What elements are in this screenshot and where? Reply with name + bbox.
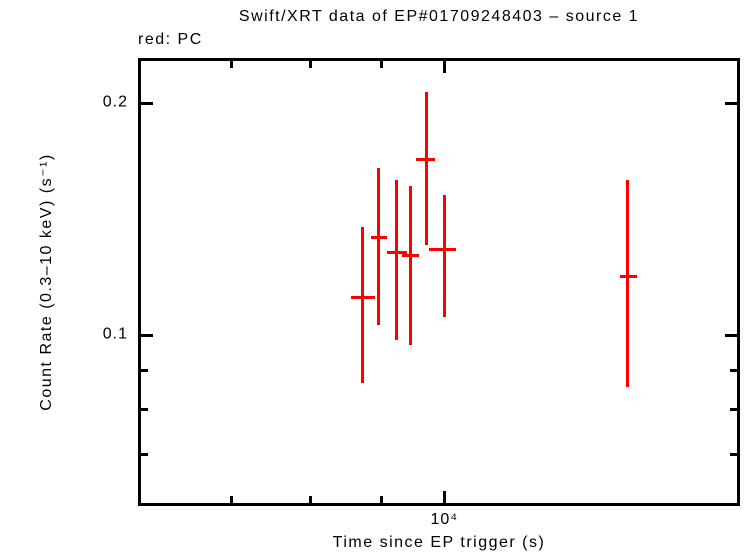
- x-minor-tick: [309, 496, 313, 503]
- y-minor-tick: [141, 452, 148, 456]
- y-major-tick: [141, 101, 153, 105]
- x-tick-label: 10⁴: [430, 511, 459, 528]
- y-major-tick: [141, 333, 153, 337]
- error-bar-vertical: [394, 180, 398, 341]
- error-bar-horizontal: [619, 275, 637, 279]
- x-minor-tick-mirror: [309, 61, 313, 68]
- error-bar-vertical: [360, 227, 364, 384]
- chart-title: Swift/XRT data of EP#01709248403 – sourc…: [238, 8, 640, 25]
- x-minor-tick: [379, 496, 383, 503]
- y-axis-label: Count Rate (0.3–10 keV) (s⁻¹): [38, 153, 55, 411]
- y-major-tick-mirror: [725, 333, 737, 337]
- x-axis-label: Time since EP trigger (s): [332, 534, 546, 551]
- x-minor-tick: [229, 496, 233, 503]
- y-major-tick-mirror: [725, 101, 737, 105]
- x-major-tick-mirror: [442, 61, 446, 73]
- x-minor-tick-mirror: [229, 61, 233, 68]
- error-bar-vertical: [409, 186, 412, 346]
- error-bar-horizontal: [416, 158, 435, 162]
- error-bar-horizontal: [371, 235, 388, 239]
- error-bar-horizontal: [386, 251, 407, 255]
- plot-area: [138, 58, 740, 506]
- y-tick-label: 0.1: [102, 325, 128, 343]
- error-bar-horizontal: [428, 248, 457, 252]
- y-minor-tick-mirror: [730, 408, 737, 412]
- y-minor-tick: [141, 368, 148, 372]
- y-tick-label: 0.2: [102, 93, 128, 111]
- error-bar-vertical: [626, 180, 630, 388]
- y-minor-tick-mirror: [730, 368, 737, 372]
- error-bar-horizontal: [401, 253, 420, 257]
- error-bar-vertical: [377, 167, 381, 326]
- legend-label: red: PC: [138, 31, 203, 48]
- x-major-tick: [442, 491, 446, 503]
- y-minor-tick: [141, 408, 148, 412]
- error-bar-vertical: [424, 91, 428, 245]
- error-bar-vertical: [442, 195, 446, 318]
- y-minor-tick-mirror: [730, 452, 737, 456]
- x-minor-tick-mirror: [379, 61, 383, 68]
- error-bar-horizontal: [351, 295, 375, 299]
